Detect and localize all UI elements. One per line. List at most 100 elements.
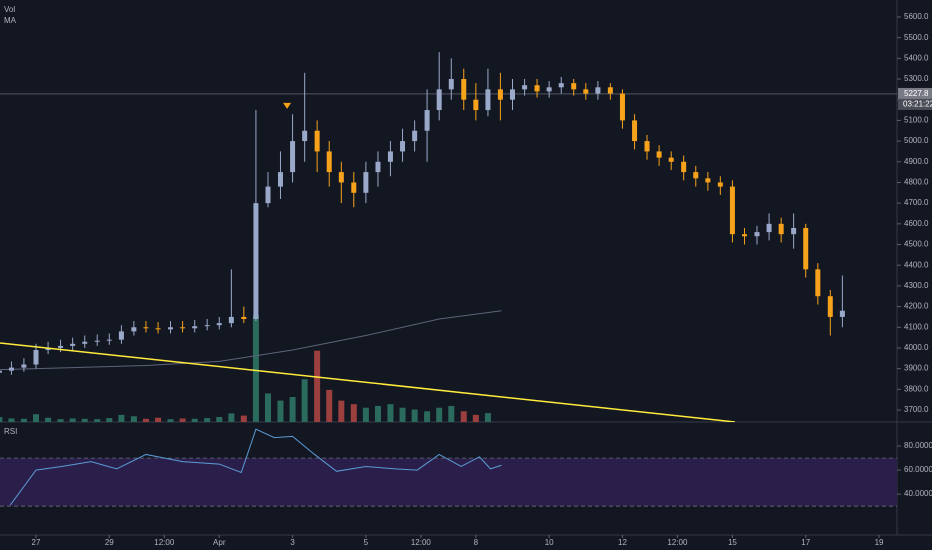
- candle-body: [791, 227, 797, 235]
- x-tick-label: 10: [545, 538, 554, 547]
- candle-body: [473, 99, 479, 111]
- volume-bar: [350, 404, 357, 422]
- volume-bar: [424, 411, 431, 422]
- x-tick-label: Apr: [213, 538, 226, 547]
- y-tick-label: 4700.0: [904, 198, 929, 207]
- candle-body: [619, 93, 625, 121]
- volume-bar: [191, 418, 198, 422]
- countdown-box: [898, 98, 932, 110]
- volume-bar: [94, 419, 101, 422]
- candle-body: [485, 89, 491, 111]
- y-tick-label: 4800.0: [904, 178, 929, 187]
- y-tick-label: 5300.0: [904, 74, 929, 83]
- volume-bar: [460, 411, 467, 422]
- candle-body: [45, 347, 51, 351]
- candle-body: [228, 316, 234, 324]
- candle-body: [827, 296, 833, 317]
- volume-bar: [45, 417, 52, 422]
- candle-body: [766, 223, 772, 233]
- candle-body: [8, 367, 14, 371]
- candle-body: [424, 110, 430, 131]
- volume-bar: [179, 418, 186, 422]
- volume-bar: [57, 419, 64, 422]
- rsi-line: [9, 428, 502, 506]
- candle-body: [216, 323, 222, 326]
- rsi-tick-label: 60.0000: [904, 465, 932, 474]
- y-tick-label: 5600.0: [904, 12, 929, 21]
- candle-body: [131, 327, 137, 332]
- candle-body: [546, 87, 552, 92]
- volume-bar: [32, 414, 39, 422]
- candle-body: [0, 370, 2, 373]
- x-tick-label: 29: [105, 538, 114, 547]
- volume-bar: [472, 414, 479, 422]
- candle-body: [180, 327, 186, 329]
- volume-bar: [155, 417, 162, 422]
- y-tick-label: 4200.0: [904, 302, 929, 311]
- candle-body: [754, 232, 760, 237]
- volume-bar: [69, 418, 76, 422]
- candle-body: [253, 203, 259, 319]
- volume-bar: [142, 418, 149, 422]
- volume-bar: [106, 418, 113, 422]
- candle-body: [375, 161, 381, 173]
- y-tick-label: 4000.0: [904, 343, 929, 352]
- candle-body: [644, 141, 650, 152]
- candle-body: [522, 85, 528, 90]
- candle-body: [656, 151, 662, 158]
- candle-body: [497, 89, 503, 100]
- volume-bar: [0, 417, 3, 422]
- candle-body: [155, 328, 161, 330]
- candle-body: [607, 87, 613, 94]
- volume-bar: [314, 350, 321, 422]
- candle-body: [168, 327, 174, 330]
- candle-body: [338, 172, 344, 183]
- candle-body: [509, 89, 515, 100]
- candle-body: [21, 364, 27, 368]
- volume-bar: [8, 418, 15, 422]
- volume-bar: [387, 404, 394, 422]
- candle-body: [400, 141, 406, 152]
- trendline: [0, 342, 736, 422]
- rsi-tick-label: 80.0000: [904, 441, 932, 450]
- volume-bar: [436, 407, 443, 422]
- x-tick-label: 12:00: [411, 538, 432, 547]
- y-tick-label: 3700.0: [904, 405, 929, 414]
- volume-bar: [277, 400, 284, 422]
- legend-ma: MA: [4, 16, 17, 25]
- x-tick-label: 5: [364, 538, 369, 547]
- candle-body: [839, 310, 845, 317]
- x-tick-label: 12:00: [154, 538, 175, 547]
- candle-body: [693, 172, 699, 179]
- y-tick-label: 5500.0: [904, 33, 929, 42]
- candle-body: [302, 130, 308, 142]
- candle-body: [290, 141, 296, 173]
- candle-body: [143, 327, 149, 329]
- candle-body: [717, 182, 723, 187]
- x-tick-label: 12:00: [667, 538, 688, 547]
- volume-bar: [167, 419, 174, 422]
- candle-body: [82, 341, 88, 344]
- volume-bar: [326, 389, 333, 422]
- candle-body: [461, 79, 467, 100]
- x-tick-label: 12: [618, 538, 627, 547]
- candle-body: [742, 234, 748, 237]
- candle-body: [314, 130, 320, 152]
- candle-body: [436, 89, 442, 111]
- legend-vol: Vol: [4, 5, 15, 14]
- volume-bar: [448, 405, 455, 422]
- candle-body: [192, 326, 198, 329]
- rsi-title: RSI: [4, 427, 17, 436]
- y-tick-label: 4900.0: [904, 157, 929, 166]
- y-tick-label: 5400.0: [904, 53, 929, 62]
- candle-body: [204, 325, 210, 327]
- candle-body: [729, 186, 735, 235]
- volume-bar: [362, 407, 369, 422]
- candle-body: [571, 83, 577, 90]
- candle-body: [412, 130, 418, 142]
- volume-bar: [240, 415, 247, 422]
- rsi-tick-label: 40.0000: [904, 489, 932, 498]
- candle-body: [277, 172, 283, 187]
- signal-marker: [283, 102, 292, 109]
- candle-body: [106, 339, 112, 341]
